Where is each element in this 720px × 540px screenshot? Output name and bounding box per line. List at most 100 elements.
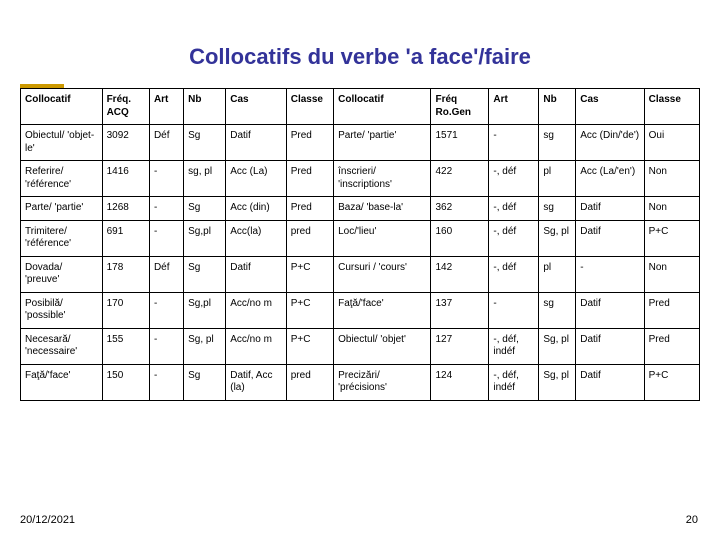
table-cell: 1268 (102, 197, 149, 221)
table-cell: Parte/ 'partie' (334, 125, 431, 161)
table-cell: Sg, pl (184, 328, 226, 364)
table-row: Necesară/ 'necessaire'155-Sg, plAcc/no m… (21, 328, 700, 364)
table-cell: P+C (644, 364, 699, 400)
table-cell: Precizări/ 'précisions' (334, 364, 431, 400)
table-cell: pred (286, 364, 333, 400)
table-cell: -, déf (489, 256, 539, 292)
table-cell: Sg, pl (539, 328, 576, 364)
table-header-row: Collocatif Fréq. ACQ Art Nb Cas Classe C… (21, 89, 700, 125)
table-cell: Faţă/'face' (21, 364, 103, 400)
slide-container: Collocatifs du verbe 'a face'/faire Coll… (0, 0, 720, 540)
table-cell: Cursuri / 'cours' (334, 256, 431, 292)
table-cell: -, déf (489, 197, 539, 221)
table-cell: Trimitere/ 'référence' (21, 220, 103, 256)
footer-date: 20/12/2021 (20, 514, 75, 526)
table-cell: 155 (102, 328, 149, 364)
table-cell: Obiectul/ 'objet' (334, 328, 431, 364)
table-cell: pred (286, 220, 333, 256)
col-header: Fréq Ro.Gen (431, 89, 489, 125)
table-cell: 142 (431, 256, 489, 292)
table-cell: 691 (102, 220, 149, 256)
table-cell: Non (644, 256, 699, 292)
table-cell: Pred (644, 292, 699, 328)
table-cell: -, déf (489, 161, 539, 197)
table-cell: sg (539, 292, 576, 328)
table-cell: 170 (102, 292, 149, 328)
table-cell: Referire/ 'référence' (21, 161, 103, 197)
footer-pagenum: 20 (686, 514, 698, 526)
col-header: Art (149, 89, 183, 125)
table-cell: 137 (431, 292, 489, 328)
table-cell: P+C (286, 328, 333, 364)
col-header: Cas (576, 89, 644, 125)
table-cell: Datif (226, 256, 287, 292)
table-cell: Sg,pl (184, 292, 226, 328)
col-header: Fréq. ACQ (102, 89, 149, 125)
col-header: Art (489, 89, 539, 125)
table-cell: 1571 (431, 125, 489, 161)
table-cell: Acc(la) (226, 220, 287, 256)
table-cell: 150 (102, 364, 149, 400)
table-cell: - (489, 292, 539, 328)
table-cell: Necesară/ 'necessaire' (21, 328, 103, 364)
col-header: Classe (286, 89, 333, 125)
collocatifs-table: Collocatif Fréq. ACQ Art Nb Cas Classe C… (20, 88, 700, 401)
table-cell: Datif (576, 364, 644, 400)
table-cell: 124 (431, 364, 489, 400)
table-cell: Pred (286, 161, 333, 197)
table-cell: - (149, 161, 183, 197)
table-cell: pl (539, 161, 576, 197)
table-cell: Acc/no m (226, 328, 287, 364)
col-header: Nb (184, 89, 226, 125)
table-cell: - (149, 328, 183, 364)
table-cell: Posibilă/ 'possible' (21, 292, 103, 328)
table-cell: Acc/no m (226, 292, 287, 328)
table-cell: Acc (La/'en') (576, 161, 644, 197)
table-cell: - (576, 256, 644, 292)
table-row: Obiectul/ 'objet-le'3092DéfSgDatifPredPa… (21, 125, 700, 161)
table-cell: Datif, Acc (la) (226, 364, 287, 400)
table-cell: Acc (La) (226, 161, 287, 197)
table-cell: Baza/ 'base-la' (334, 197, 431, 221)
table-cell: 3092 (102, 125, 149, 161)
table-cell: sg (539, 197, 576, 221)
table-cell: -, déf (489, 220, 539, 256)
table-cell: 1416 (102, 161, 149, 197)
table-cell: înscrieri/ 'inscriptions' (334, 161, 431, 197)
table-cell: Acc (Din/'de') (576, 125, 644, 161)
col-header: Classe (644, 89, 699, 125)
table-cell: Sg, pl (539, 220, 576, 256)
table-cell: - (149, 197, 183, 221)
col-header: Nb (539, 89, 576, 125)
table-cell: 127 (431, 328, 489, 364)
table-cell: Datif (576, 197, 644, 221)
table-cell: P+C (644, 220, 699, 256)
table-cell: Obiectul/ 'objet-le' (21, 125, 103, 161)
table-cell: Déf (149, 256, 183, 292)
table-cell: Datif (226, 125, 287, 161)
table-cell: Datif (576, 328, 644, 364)
table-row: Parte/ 'partie'1268-SgAcc (din)PredBaza/… (21, 197, 700, 221)
table-cell: Faţă/'face' (334, 292, 431, 328)
table-cell: Acc (din) (226, 197, 287, 221)
table-cell: Loc/'lieu' (334, 220, 431, 256)
table-row: Posibilă/ 'possible'170 - Sg,plAcc/no mP+C… (21, 292, 700, 328)
table-cell: Non (644, 161, 699, 197)
table-cell: Sg (184, 256, 226, 292)
table-cell: P+C (286, 292, 333, 328)
table-cell: - (149, 364, 183, 400)
table-cell: 160 (431, 220, 489, 256)
table-body: Obiectul/ 'objet-le'3092DéfSgDatifPredPa… (21, 125, 700, 401)
table-cell: Sg, pl (539, 364, 576, 400)
table-cell: pl (539, 256, 576, 292)
table-cell: Oui (644, 125, 699, 161)
table-cell: -, déf, indéf (489, 328, 539, 364)
table-cell: P+C (286, 256, 333, 292)
table-cell: Sg,pl (184, 220, 226, 256)
table-cell: Pred (644, 328, 699, 364)
table-cell: 178 (102, 256, 149, 292)
table-row: Dovada/ 'preuve'178DéfSgDatifP+CCursuri … (21, 256, 700, 292)
table-cell: - (149, 220, 183, 256)
table-cell: sg (539, 125, 576, 161)
table-cell: sg, pl (184, 161, 226, 197)
